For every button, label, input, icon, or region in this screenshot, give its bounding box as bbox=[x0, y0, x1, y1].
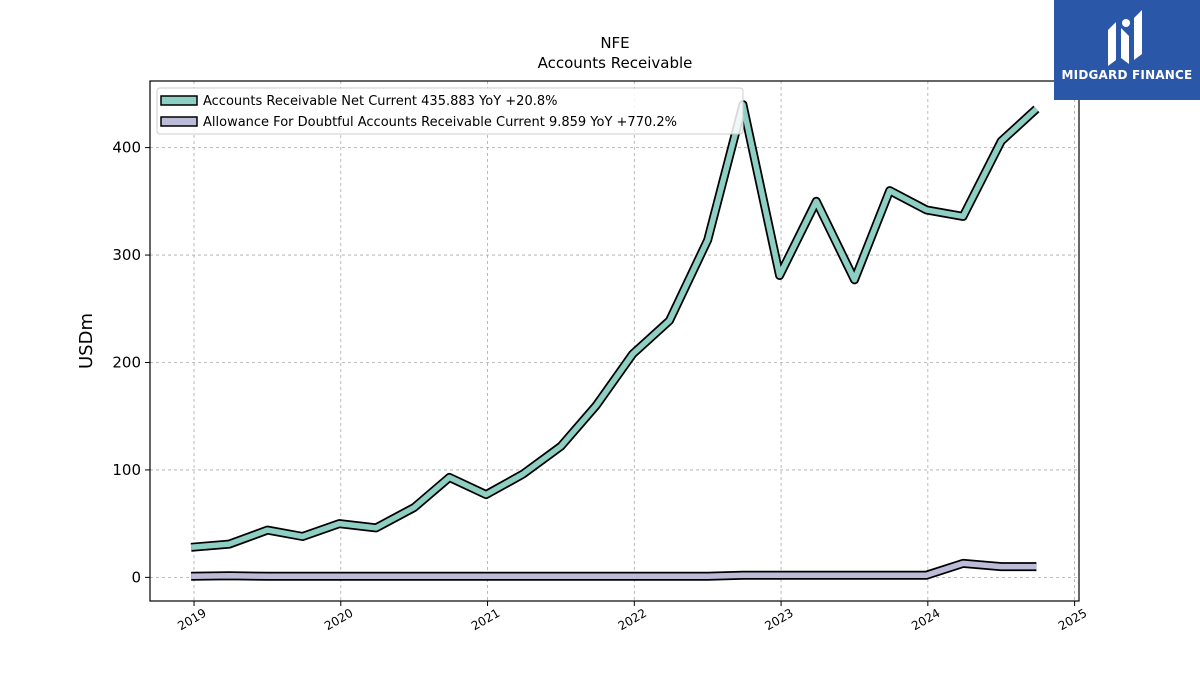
y-axis: 0 100 200 300 400 bbox=[112, 139, 150, 586]
y-tick-label: 100 bbox=[112, 461, 141, 479]
legend-swatch-1 bbox=[160, 116, 198, 127]
brand-name: MIDGARD FINANCE bbox=[1061, 68, 1193, 82]
x-tick-label: 2020 bbox=[322, 606, 355, 633]
series-outline-0 bbox=[190, 100, 1040, 552]
y-tick-label: 400 bbox=[112, 139, 141, 157]
series-line-0 bbox=[190, 101, 1039, 551]
legend-swatch-0 bbox=[160, 95, 198, 106]
legend-box bbox=[156, 87, 744, 135]
brand-logo: MIDGARD FINANCE bbox=[1054, 0, 1200, 100]
grid bbox=[150, 81, 1079, 601]
chart-subtitle: Accounts Receivable bbox=[538, 54, 693, 72]
legend-label-0: Accounts Receivable Net Current 435.883 … bbox=[203, 94, 558, 109]
legend-label-1: Allowance For Doubtful Accounts Receivab… bbox=[203, 115, 677, 130]
y-tick-label: 200 bbox=[112, 353, 141, 371]
y-tick-label: 0 bbox=[131, 568, 141, 586]
series-layer bbox=[190, 100, 1040, 581]
brand-mark-icon bbox=[1108, 10, 1142, 66]
x-tick-label: 2022 bbox=[616, 606, 649, 633]
x-axis: 2019 2020 2021 2022 2023 2024 2025 bbox=[175, 601, 1089, 633]
y-tick-label: 300 bbox=[112, 246, 141, 264]
legend: Accounts Receivable Net Current 435.883 … bbox=[156, 87, 744, 135]
plot-frame bbox=[149, 80, 1080, 602]
x-tick-label: 2025 bbox=[1056, 606, 1089, 633]
x-tick-label: 2021 bbox=[469, 606, 502, 633]
x-tick-label: 2019 bbox=[175, 606, 208, 633]
chart-title: NFE bbox=[600, 34, 629, 52]
series-line-1 bbox=[191, 560, 1037, 580]
x-tick-label: 2023 bbox=[762, 606, 795, 633]
y-axis-label: USDm bbox=[76, 313, 97, 369]
x-tick-label: 2024 bbox=[909, 606, 942, 633]
